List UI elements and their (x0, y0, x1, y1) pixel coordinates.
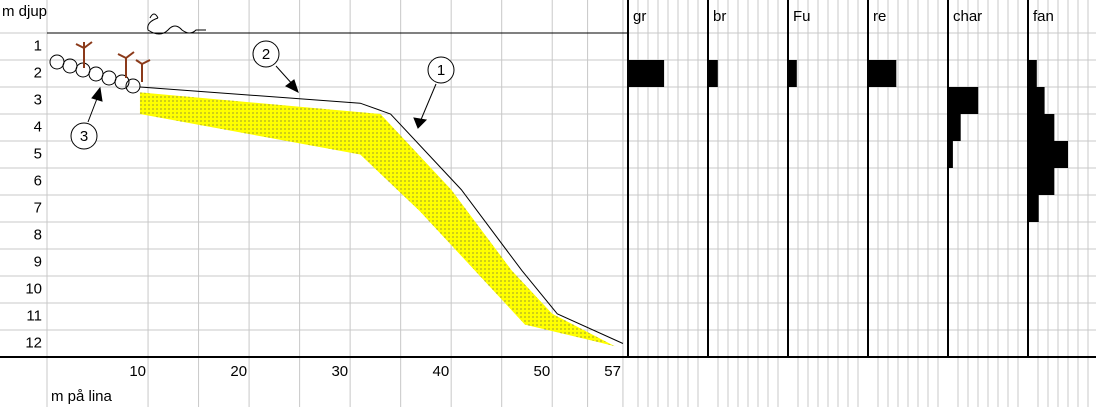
bar (1029, 195, 1039, 222)
plant (117, 51, 135, 78)
bottom-profile (139, 86, 624, 344)
y-tick-label: 8 (34, 226, 42, 243)
bar (789, 60, 797, 87)
bar (949, 114, 961, 141)
bar (949, 141, 953, 168)
x-tick-label: 57 (604, 363, 621, 380)
annotation: 3 (80, 128, 88, 145)
bar (1029, 60, 1037, 87)
y-tick-label: 7 (34, 199, 42, 216)
x-axis-label: m på lina (51, 388, 113, 405)
float (114, 74, 130, 90)
arrow-head (413, 117, 428, 129)
y-tick-label: 4 (34, 118, 42, 135)
arrow (87, 95, 99, 123)
y-tick-label: 10 (25, 280, 42, 297)
marks (139, 60, 1068, 347)
arrow-head (285, 79, 299, 93)
x-tick-label: 20 (230, 363, 247, 380)
decorations (49, 13, 455, 150)
y-tick-label: 9 (34, 253, 42, 270)
bar (949, 87, 979, 114)
x-tick-label: 30 (331, 363, 348, 380)
arrow (419, 83, 437, 123)
y-tick-label: 1 (34, 37, 42, 54)
boat-line (149, 13, 159, 19)
x-tick-label: 10 (129, 363, 146, 380)
column-header: Fu (793, 8, 811, 25)
bar (869, 60, 897, 87)
bar (709, 60, 718, 87)
arrow-head (91, 86, 103, 102)
column-header: char (953, 8, 982, 25)
y-axis-label: m djup (2, 3, 47, 20)
plant (135, 59, 151, 82)
sediment-dots (139, 92, 615, 347)
y-tick-label: 11 (26, 307, 42, 324)
y-tick-label: 5 (34, 145, 42, 162)
bar (1029, 87, 1045, 114)
y-tick-label: 12 (25, 334, 42, 351)
float (125, 78, 141, 94)
y-tick-label: 3 (34, 91, 42, 108)
annotation-circle (427, 56, 455, 84)
annotation-circle (252, 40, 280, 68)
plant (75, 41, 93, 68)
column-header: re (873, 8, 886, 25)
y-tick-label: 6 (34, 172, 42, 189)
bar (1029, 168, 1055, 195)
annotation: 1 (437, 62, 445, 79)
bar (1029, 141, 1068, 168)
y-tick-label: 2 (34, 64, 42, 81)
column-header: fan (1033, 8, 1054, 25)
annotation: 2 (262, 46, 270, 63)
x-tick-label: 50 (534, 363, 551, 380)
bar (1029, 114, 1055, 141)
bar (629, 60, 665, 87)
x-tick-label: 40 (432, 363, 449, 380)
column-header: gr (633, 8, 646, 25)
column-header: br (713, 8, 726, 25)
annotation-circle (70, 122, 98, 150)
